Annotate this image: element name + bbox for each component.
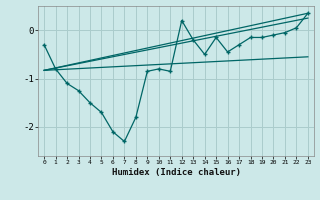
X-axis label: Humidex (Indice chaleur): Humidex (Indice chaleur) <box>111 168 241 177</box>
